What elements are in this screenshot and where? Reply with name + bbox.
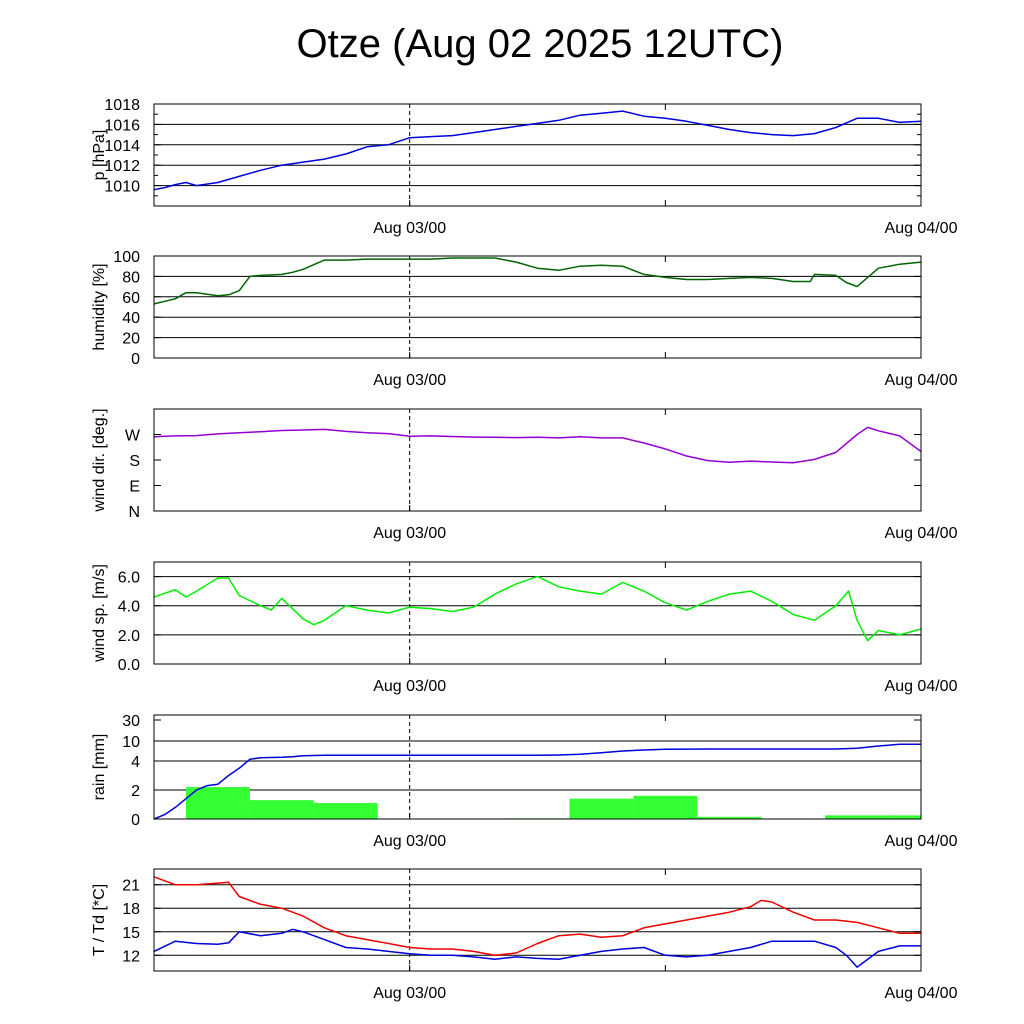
y-axis-label: p [hPa] — [91, 130, 108, 181]
y-tick-label: N — [128, 504, 140, 521]
y-tick-label: 18 — [122, 901, 140, 918]
plot-frame — [153, 408, 922, 512]
y-tick-label: 0 — [131, 812, 140, 829]
y-tick-label: 1016 — [104, 117, 140, 134]
y-tick-label: 0 — [131, 351, 140, 368]
rain-bar — [249, 800, 314, 819]
rain-bar — [569, 798, 634, 819]
y-tick-label: 0.0 — [118, 657, 140, 674]
y-tick-label: 20 — [122, 331, 140, 348]
y-axis-label: wind dir. [deg.] — [91, 408, 108, 512]
x-tick-label: Aug 04/00 — [885, 833, 958, 850]
y-tick-label: E — [129, 479, 140, 496]
y-tick-label: W — [125, 428, 141, 445]
x-tick-label: Aug 04/00 — [885, 985, 958, 1002]
pressure-series-line-0 — [153, 110, 922, 191]
x-tick-label: Aug 04/00 — [885, 372, 958, 389]
y-tick-label: S — [129, 453, 140, 470]
y-tick-label: 30 — [122, 713, 140, 730]
panel-humidity: 0 20 40 60 80 100 Aug 03/00 Aug 04/00 humidity [… — [91, 249, 958, 389]
plot-frame — [153, 103, 922, 207]
x-tick-label: Aug 04/00 — [885, 220, 958, 237]
y-axis-label: humidity [%] — [91, 263, 108, 350]
plot-frame — [153, 868, 922, 972]
y-tick-label: 1014 — [104, 138, 140, 155]
panel-wind_speed: 0.0 2.0 4.0 6.0 Aug 03/00 Aug 04/00 wind sp. [… — [91, 561, 958, 695]
rain-bar — [185, 787, 250, 819]
x-tick-label: Aug 04/00 — [885, 525, 958, 542]
wind_dir-series-line-0 — [153, 426, 922, 464]
rain-bar — [697, 816, 762, 819]
x-tick-label: Aug 03/00 — [373, 833, 446, 850]
x-tick-label: Aug 03/00 — [373, 220, 446, 237]
y-tick-label: 1012 — [104, 158, 140, 175]
rain-bar — [825, 815, 890, 819]
wind_speed-series-line-0 — [153, 575, 922, 642]
panel-temperature: 12 15 18 21 Aug 03/00 Aug 04/00 T / Td [*C] — [91, 868, 958, 1002]
rain-series-line-0 — [153, 743, 921, 820]
x-tick-label: Aug 03/00 — [373, 678, 446, 695]
x-tick-label: Aug 03/00 — [373, 372, 446, 389]
y-tick-label: 80 — [122, 269, 140, 286]
y-tick-label: 4 — [131, 754, 140, 771]
y-tick-label: 60 — [122, 290, 140, 307]
y-tick-label: 6.0 — [118, 570, 140, 587]
page-title: Otze (Aug 02 2025 12UTC) — [296, 22, 784, 66]
plot-frame — [153, 255, 922, 359]
humidity-series-line-0 — [153, 257, 922, 305]
x-tick-label: Aug 03/00 — [373, 985, 446, 1002]
panel-pressure: 1010 1012 1014 1016 1018 Aug 03/00 Aug 04/00 p … — [91, 97, 958, 237]
y-tick-label: 4.0 — [118, 599, 140, 616]
y-tick-label: 12 — [122, 948, 140, 965]
y-tick-label: 2.0 — [118, 628, 140, 645]
y-tick-label: 1018 — [104, 97, 140, 114]
temperature-series-line-1 — [153, 928, 921, 968]
y-axis-label: wind sp. [m/s] — [91, 564, 108, 663]
y-tick-label: 21 — [122, 878, 140, 895]
y-tick-label: 10 — [122, 734, 140, 751]
plot-frame — [153, 561, 922, 665]
y-tick-label: 15 — [122, 925, 140, 942]
y-tick-label: 1010 — [104, 179, 140, 196]
x-tick-label: Aug 03/00 — [373, 525, 446, 542]
x-tick-label: Aug 04/00 — [885, 678, 958, 695]
y-tick-label: 2 — [131, 783, 140, 800]
y-tick-label: 100 — [113, 249, 140, 266]
temperature-series-line-0 — [153, 876, 921, 957]
rain-bar — [889, 815, 921, 819]
y-axis-label: T / Td [*C] — [91, 884, 108, 956]
plot-frame — [153, 714, 922, 820]
y-tick-label: 40 — [122, 310, 140, 327]
y-axis-label: rain [mm] — [91, 734, 108, 801]
rain-bar — [633, 795, 698, 819]
panel-rain: 0 2 4 10 30 Aug 03/00 Aug 04/00 rain [mm] — [91, 713, 958, 850]
rain-bar — [313, 803, 378, 819]
